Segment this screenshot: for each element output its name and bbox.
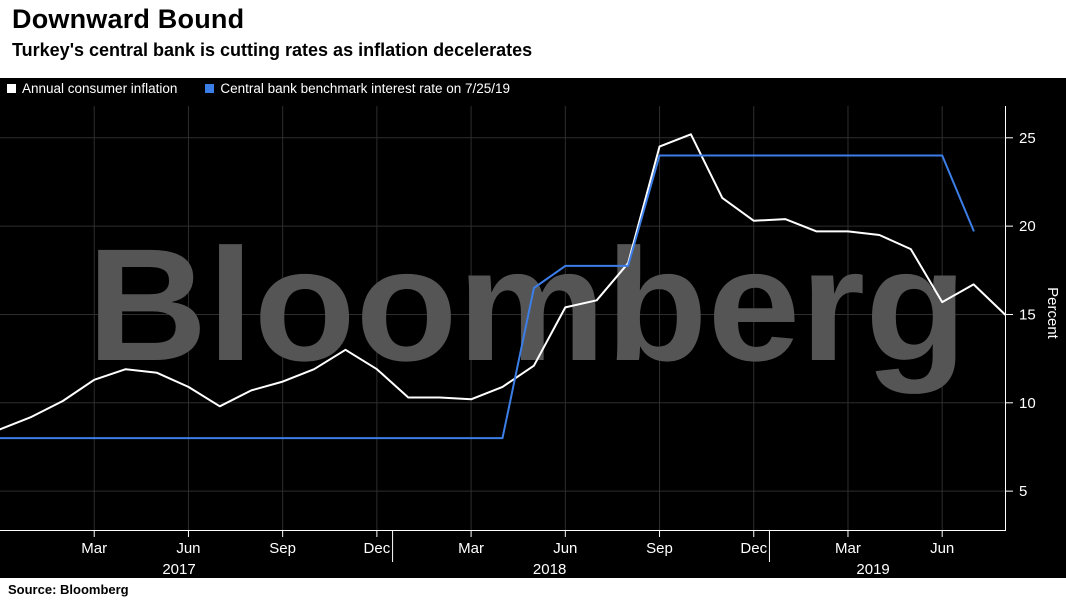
year-label: 2019 [856,561,889,578]
x-tick-label: Dec [740,540,767,557]
legend-label-inflation: Annual consumer inflation [22,81,178,96]
page-title: Downward Bound [12,4,245,34]
rate-series-swatch [205,84,215,93]
legend-label-rate: Central bank benchmark interest rate on … [220,81,511,96]
x-tick-label: Jun [930,540,954,557]
year-label: 2017 [162,561,195,578]
source-footer: Source: Bloomberg [0,578,1066,600]
y-tick-label: 10 [1019,395,1036,412]
y-tick-label: 25 [1019,130,1036,147]
x-tick-label: Jun [553,540,577,557]
x-tick-label: Sep [646,540,673,557]
source-text: Source: Bloomberg [8,582,129,597]
year-label: 2018 [533,561,566,578]
bloomberg-watermark: Bloomberg [87,215,967,394]
inflation-series-swatch [7,84,16,93]
line-chart: Bloomberg 5 10 15 20 25 Mar Jun Sep Dec Mar Jun Sep D… [0,106,1061,578]
page-subtitle: Turkey's central bank is cutting rates a… [12,40,533,60]
x-tick-label: Mar [81,540,107,557]
inflation-line [0,133,1006,431]
y-tick-label: 5 [1019,483,1027,500]
legend-item-rate: Central bank benchmark interest rate on … [205,81,510,96]
y-tick-label: 15 [1019,306,1036,323]
chart-legend: Annual consumer inflation Central bank b… [7,81,510,96]
x-tick-label: Jun [176,540,200,557]
x-tick-label: Dec [364,540,391,557]
y-tick-label: 20 [1019,218,1036,235]
x-tick-label: Mar [835,540,861,557]
rate-line [0,154,975,440]
x-tick-label: Sep [269,540,296,557]
chart-header: Downward Bound Turkey's central bank is … [0,0,1066,78]
x-tick-label: Mar [458,540,484,557]
y-axis-title: Percent [1044,287,1061,340]
legend-item-inflation: Annual consumer inflation [7,81,177,96]
